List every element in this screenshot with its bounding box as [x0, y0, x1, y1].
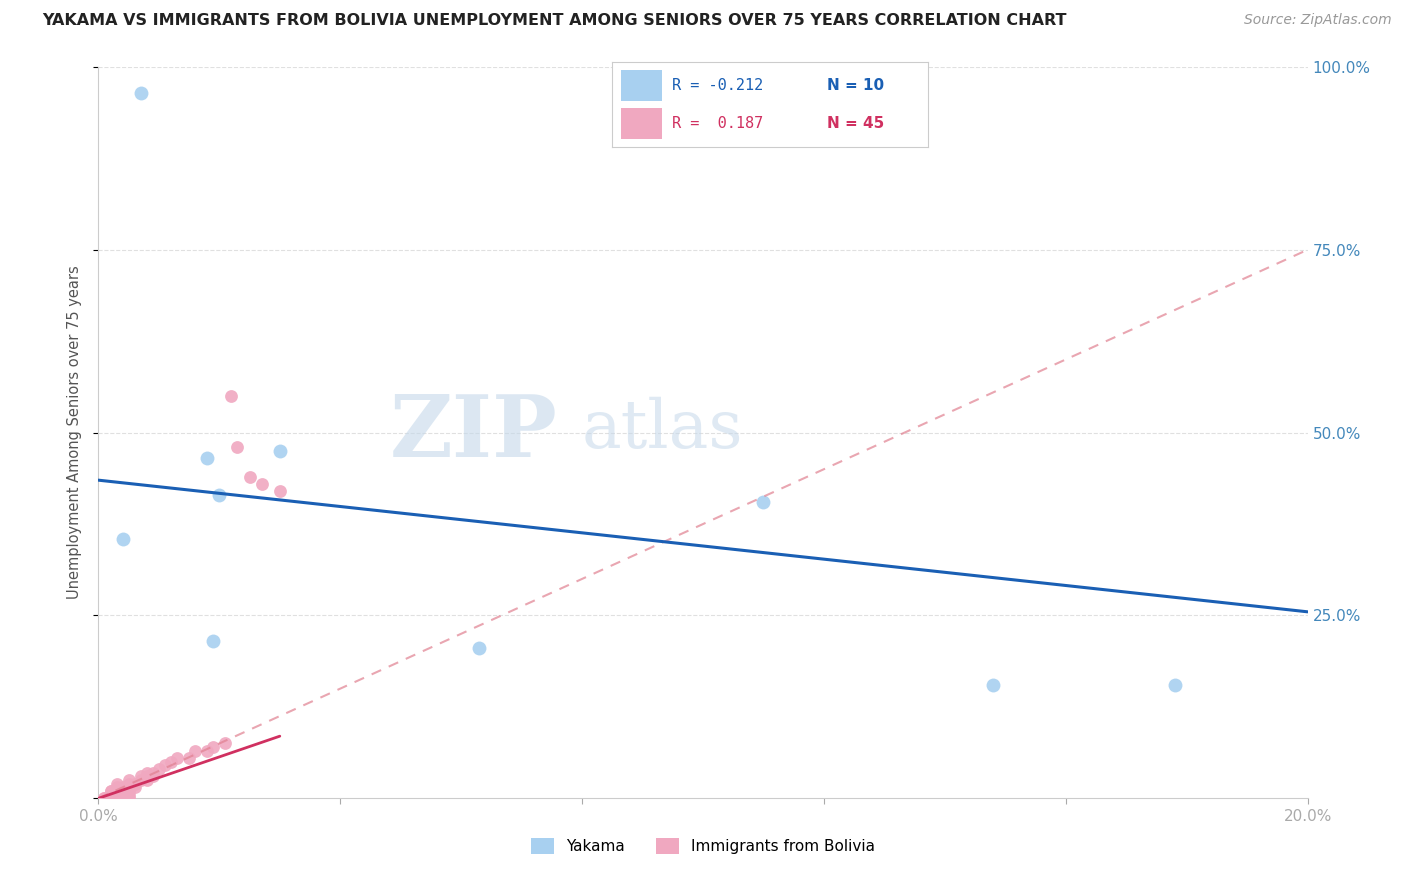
Point [166, 751, 188, 765]
Point [1163, 678, 1185, 692]
Point [118, 791, 141, 805]
Point [269, 444, 291, 458]
Point [124, 780, 146, 795]
Point [93, 791, 115, 805]
Point [208, 488, 231, 502]
Point [93, 791, 115, 805]
Point [250, 476, 273, 491]
Point [184, 744, 207, 758]
Point [111, 788, 134, 802]
Text: YAKAMA VS IMMIGRANTS FROM BOLIVIA UNEMPLOYMENT AMONG SENIORS OVER 75 YEARS CORRE: YAKAMA VS IMMIGRANTS FROM BOLIVIA UNEMPL… [42, 13, 1067, 29]
Point [226, 440, 249, 454]
Point [100, 788, 122, 802]
Point [153, 758, 176, 772]
Point [752, 495, 775, 509]
Legend: Yakama, Immigrants from Bolivia: Yakama, Immigrants from Bolivia [524, 832, 882, 860]
Point [239, 469, 262, 483]
Point [124, 777, 146, 791]
Point [118, 772, 141, 788]
Point [129, 86, 152, 100]
Point [100, 784, 122, 798]
Point [105, 777, 128, 791]
Text: N = 45: N = 45 [827, 116, 884, 131]
Point [142, 769, 165, 783]
Point [105, 791, 128, 805]
Point [111, 784, 134, 798]
Bar [621, 108, 662, 139]
Point [214, 737, 236, 751]
Point [129, 769, 152, 783]
Text: N = 10: N = 10 [827, 78, 884, 93]
Text: R = -0.212: R = -0.212 [672, 78, 763, 93]
Point [135, 772, 157, 788]
Point [135, 765, 157, 780]
Point [111, 532, 134, 546]
Point [269, 484, 291, 499]
Point [195, 451, 218, 466]
Point [468, 641, 491, 656]
Point [142, 765, 165, 780]
Point [129, 772, 152, 788]
Text: Source: ZipAtlas.com: Source: ZipAtlas.com [1244, 13, 1392, 28]
Point [148, 762, 170, 776]
Point [100, 784, 122, 798]
Point [221, 389, 243, 403]
Point [105, 780, 128, 795]
Text: ZIP: ZIP [389, 391, 558, 475]
Bar [621, 70, 662, 101]
Y-axis label: Unemployment Among Seniors over 75 years: Unemployment Among Seniors over 75 years [66, 266, 82, 599]
Point [195, 744, 218, 758]
Point [118, 788, 141, 802]
Point [118, 780, 141, 795]
Point [111, 780, 134, 795]
Point [179, 751, 201, 765]
Point [105, 791, 128, 805]
Point [100, 788, 122, 802]
Point [981, 678, 1004, 692]
Point [202, 740, 225, 755]
Point [135, 769, 157, 783]
Point [118, 777, 141, 791]
Point [111, 791, 134, 805]
Point [118, 784, 141, 798]
Text: atlas: atlas [582, 396, 744, 461]
Text: R =  0.187: R = 0.187 [672, 116, 763, 131]
Point [105, 788, 128, 802]
Point [202, 634, 225, 648]
Point [160, 755, 183, 769]
Point [105, 784, 128, 798]
